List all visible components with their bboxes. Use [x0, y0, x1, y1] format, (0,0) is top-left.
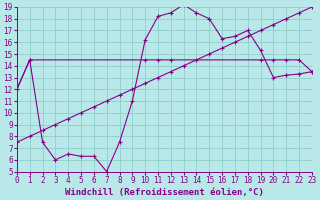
X-axis label: Windchill (Refroidissement éolien,°C): Windchill (Refroidissement éolien,°C) — [65, 188, 264, 197]
